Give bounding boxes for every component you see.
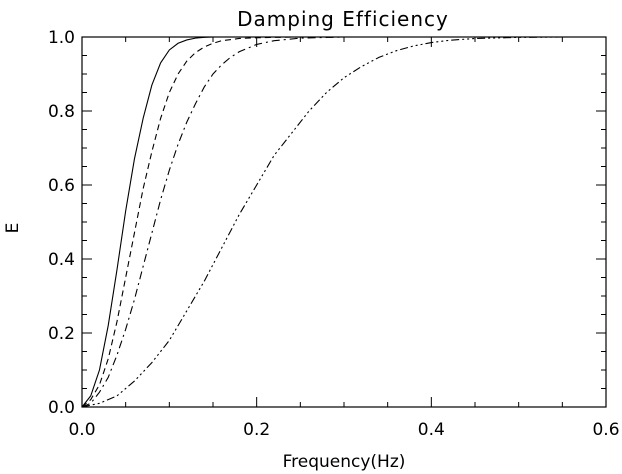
data-series xyxy=(81,36,606,408)
y-tick-label: 0.8 xyxy=(48,102,75,122)
series-line-dash-dot xyxy=(81,36,606,408)
series-line-dashed xyxy=(81,36,606,408)
x-tick-label: 0.4 xyxy=(418,420,445,440)
y-tick-label: 0.2 xyxy=(48,324,75,344)
y-axis-label: E xyxy=(3,223,23,234)
series-line-dash-dot-dot-dot xyxy=(81,36,606,408)
y-tick-label: 0.6 xyxy=(48,176,75,196)
chart-title: Damping Efficiency xyxy=(237,7,449,31)
x-axis-label: Frequency(Hz) xyxy=(283,452,406,472)
plot-frame xyxy=(81,36,607,408)
y-tick-label: 1.0 xyxy=(48,28,75,48)
x-tick-label: 0.2 xyxy=(243,420,270,440)
axis-tick-labels: 0.0 0.2 0.4 0.6 0.0 0.2 0.4 0.6 0.8 1.0 xyxy=(48,28,620,440)
x-tick-label: 0.0 xyxy=(68,420,95,440)
y-tick-label: 0.4 xyxy=(48,250,75,270)
y-tick-label: 0.0 xyxy=(48,398,75,418)
x-tick-label: 0.6 xyxy=(592,420,619,440)
